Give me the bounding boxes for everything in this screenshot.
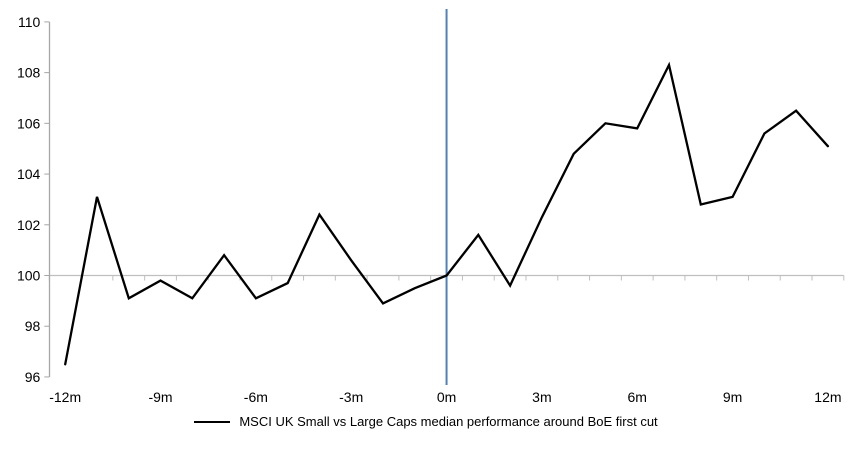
y-tick-label: 96 — [25, 369, 41, 385]
x-tick-label: -3m — [339, 389, 363, 405]
x-tick-label: 0m — [437, 389, 456, 405]
y-tick-label: 106 — [17, 115, 41, 131]
legend-series-label: MSCI UK Small vs Large Caps median perfo… — [239, 414, 658, 429]
x-tick-label: 6m — [628, 389, 647, 405]
y-tick-label: 108 — [17, 65, 41, 81]
x-tick-label: 12m — [814, 389, 841, 405]
legend: MSCI UK Small vs Large Caps median perfo… — [0, 414, 852, 429]
x-tick-label: -6m — [244, 389, 268, 405]
series-line-msci — [64, 61, 830, 366]
x-tick-label: -9m — [148, 389, 172, 405]
legend-line-swatch — [194, 420, 231, 423]
x-tick-label: 3m — [532, 389, 551, 405]
y-tick-label: 102 — [17, 217, 41, 233]
x-tick-label: 9m — [723, 389, 742, 405]
y-tick-label: 100 — [17, 268, 41, 284]
y-tick-label: 98 — [25, 318, 41, 334]
y-tick-label: 110 — [18, 14, 41, 30]
y-tick-label: 104 — [17, 166, 41, 182]
x-tick-label: -12m — [49, 389, 81, 405]
